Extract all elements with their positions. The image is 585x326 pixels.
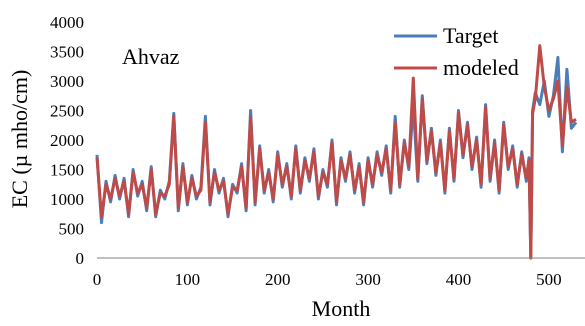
- x-tick-label: 200: [265, 270, 291, 289]
- x-tick-label: 0: [93, 270, 102, 289]
- y-axis-ticks: 0 500 1000 1500 2000 2500 3000 3500 4000: [50, 13, 84, 268]
- y-tick-label: 0: [76, 249, 85, 268]
- x-tick-label: 300: [355, 270, 381, 289]
- x-axis-ticks: 0 100 200 300 400 500: [93, 270, 562, 289]
- y-tick-label: 2500: [50, 102, 84, 121]
- y-tick-label: 2000: [50, 131, 84, 150]
- x-tick-label: 100: [175, 270, 201, 289]
- series-layer: [95, 44, 578, 260]
- y-tick-label: 3000: [50, 72, 84, 91]
- chart-annotation: Ahvaz: [122, 44, 180, 69]
- x-tick-label: 400: [446, 270, 472, 289]
- y-tick-label: 4000: [50, 13, 84, 32]
- y-tick-label: 3500: [50, 43, 84, 62]
- y-tick-label: 1500: [50, 161, 84, 180]
- y-tick-label: 500: [59, 220, 85, 239]
- x-tick-label: 500: [536, 270, 562, 289]
- legend-label-target: Target: [443, 23, 498, 48]
- legend-label-modeled: modeled: [443, 55, 519, 80]
- series-line-modeled: [95, 44, 577, 260]
- y-tick-label: 1000: [50, 190, 84, 209]
- y-axis-label: EC (µ mho/cm): [7, 70, 32, 209]
- series-line-target: [95, 55, 578, 260]
- x-axis-label: Month: [312, 296, 371, 321]
- legend: Target modeled: [394, 23, 519, 80]
